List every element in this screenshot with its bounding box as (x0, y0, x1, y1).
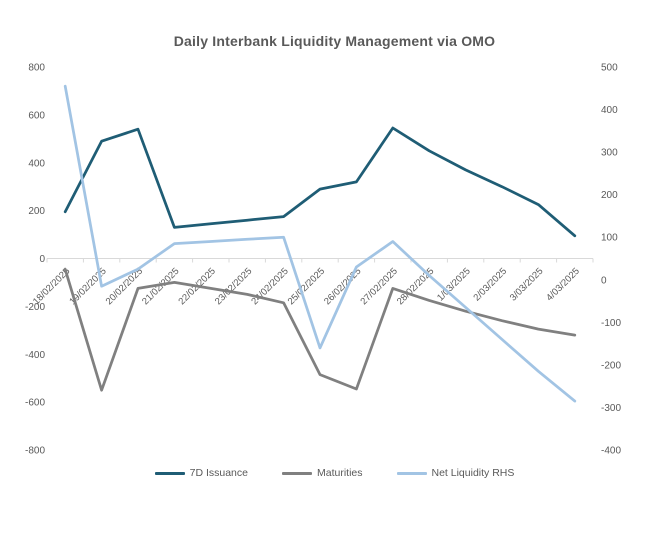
legend-line-swatch (154, 471, 185, 475)
right-axis-tick-label: 0 (601, 275, 607, 286)
right-axis-tick-label: 200 (601, 190, 618, 201)
x-axis-label: 25/02/2025 (286, 266, 327, 307)
left-axis-tick-label: 400 (28, 158, 45, 169)
legend-label: Maturities (316, 467, 363, 479)
x-axis-label: 4/03/2025 (544, 266, 582, 304)
x-axis-label: 20/02/2025 (104, 266, 145, 307)
right-axis-tick-label: -100 (601, 318, 621, 329)
x-axis-label: 27/02/2025 (359, 266, 400, 307)
left-axis-tick-label: 0 (39, 254, 45, 265)
x-axis-label: 23/02/2025 (213, 266, 254, 307)
series-line-7d-issuance (63, 126, 577, 238)
series-line-net-liquidity-rhs (63, 84, 577, 403)
left-axis-tick-label: 600 (28, 110, 45, 121)
legend-label: Net Liquidity RHS (431, 467, 515, 479)
left-axis-tick-label: -200 (25, 302, 45, 313)
left-axis-tick-label: 200 (28, 206, 45, 217)
chart-legend: 7D Issuance Maturities Net Liquidity RHS (0, 467, 669, 479)
right-axis-tick-label: 500 (601, 63, 618, 74)
right-axis-tick-label: -200 (601, 360, 621, 371)
left-axis-tick-label: 800 (28, 63, 45, 74)
legend-label: 7D Issuance (189, 467, 248, 479)
right-axis-tick-label: -300 (601, 403, 621, 414)
legend-line-swatch (396, 471, 427, 475)
x-axis-label: 2/03/2025 (471, 266, 509, 304)
x-axis-label: 26/02/2025 (322, 266, 363, 307)
x-axis-label: 3/03/2025 (508, 266, 546, 304)
left-axis-tick-label: -800 (25, 446, 45, 457)
legend-line-swatch (281, 471, 312, 475)
legend-item-maturities: Maturities (281, 467, 363, 479)
right-axis-tick-label: 400 (601, 105, 618, 116)
left-axis-tick-label: -400 (25, 350, 45, 361)
chart-title: Daily Interbank Liquidity Management via… (173, 33, 496, 49)
legend-item-7d-issuance: 7D Issuance (154, 467, 248, 479)
left-axis-tick-label: -600 (25, 398, 45, 409)
legend-item-net-liquidity-rhs: Net Liquidity RHS (396, 467, 515, 479)
series-line-maturities (63, 267, 577, 392)
right-axis-tick-label: -400 (601, 446, 621, 457)
right-axis-tick-label: 300 (601, 148, 618, 159)
right-axis-tick-label: 100 (601, 233, 618, 244)
